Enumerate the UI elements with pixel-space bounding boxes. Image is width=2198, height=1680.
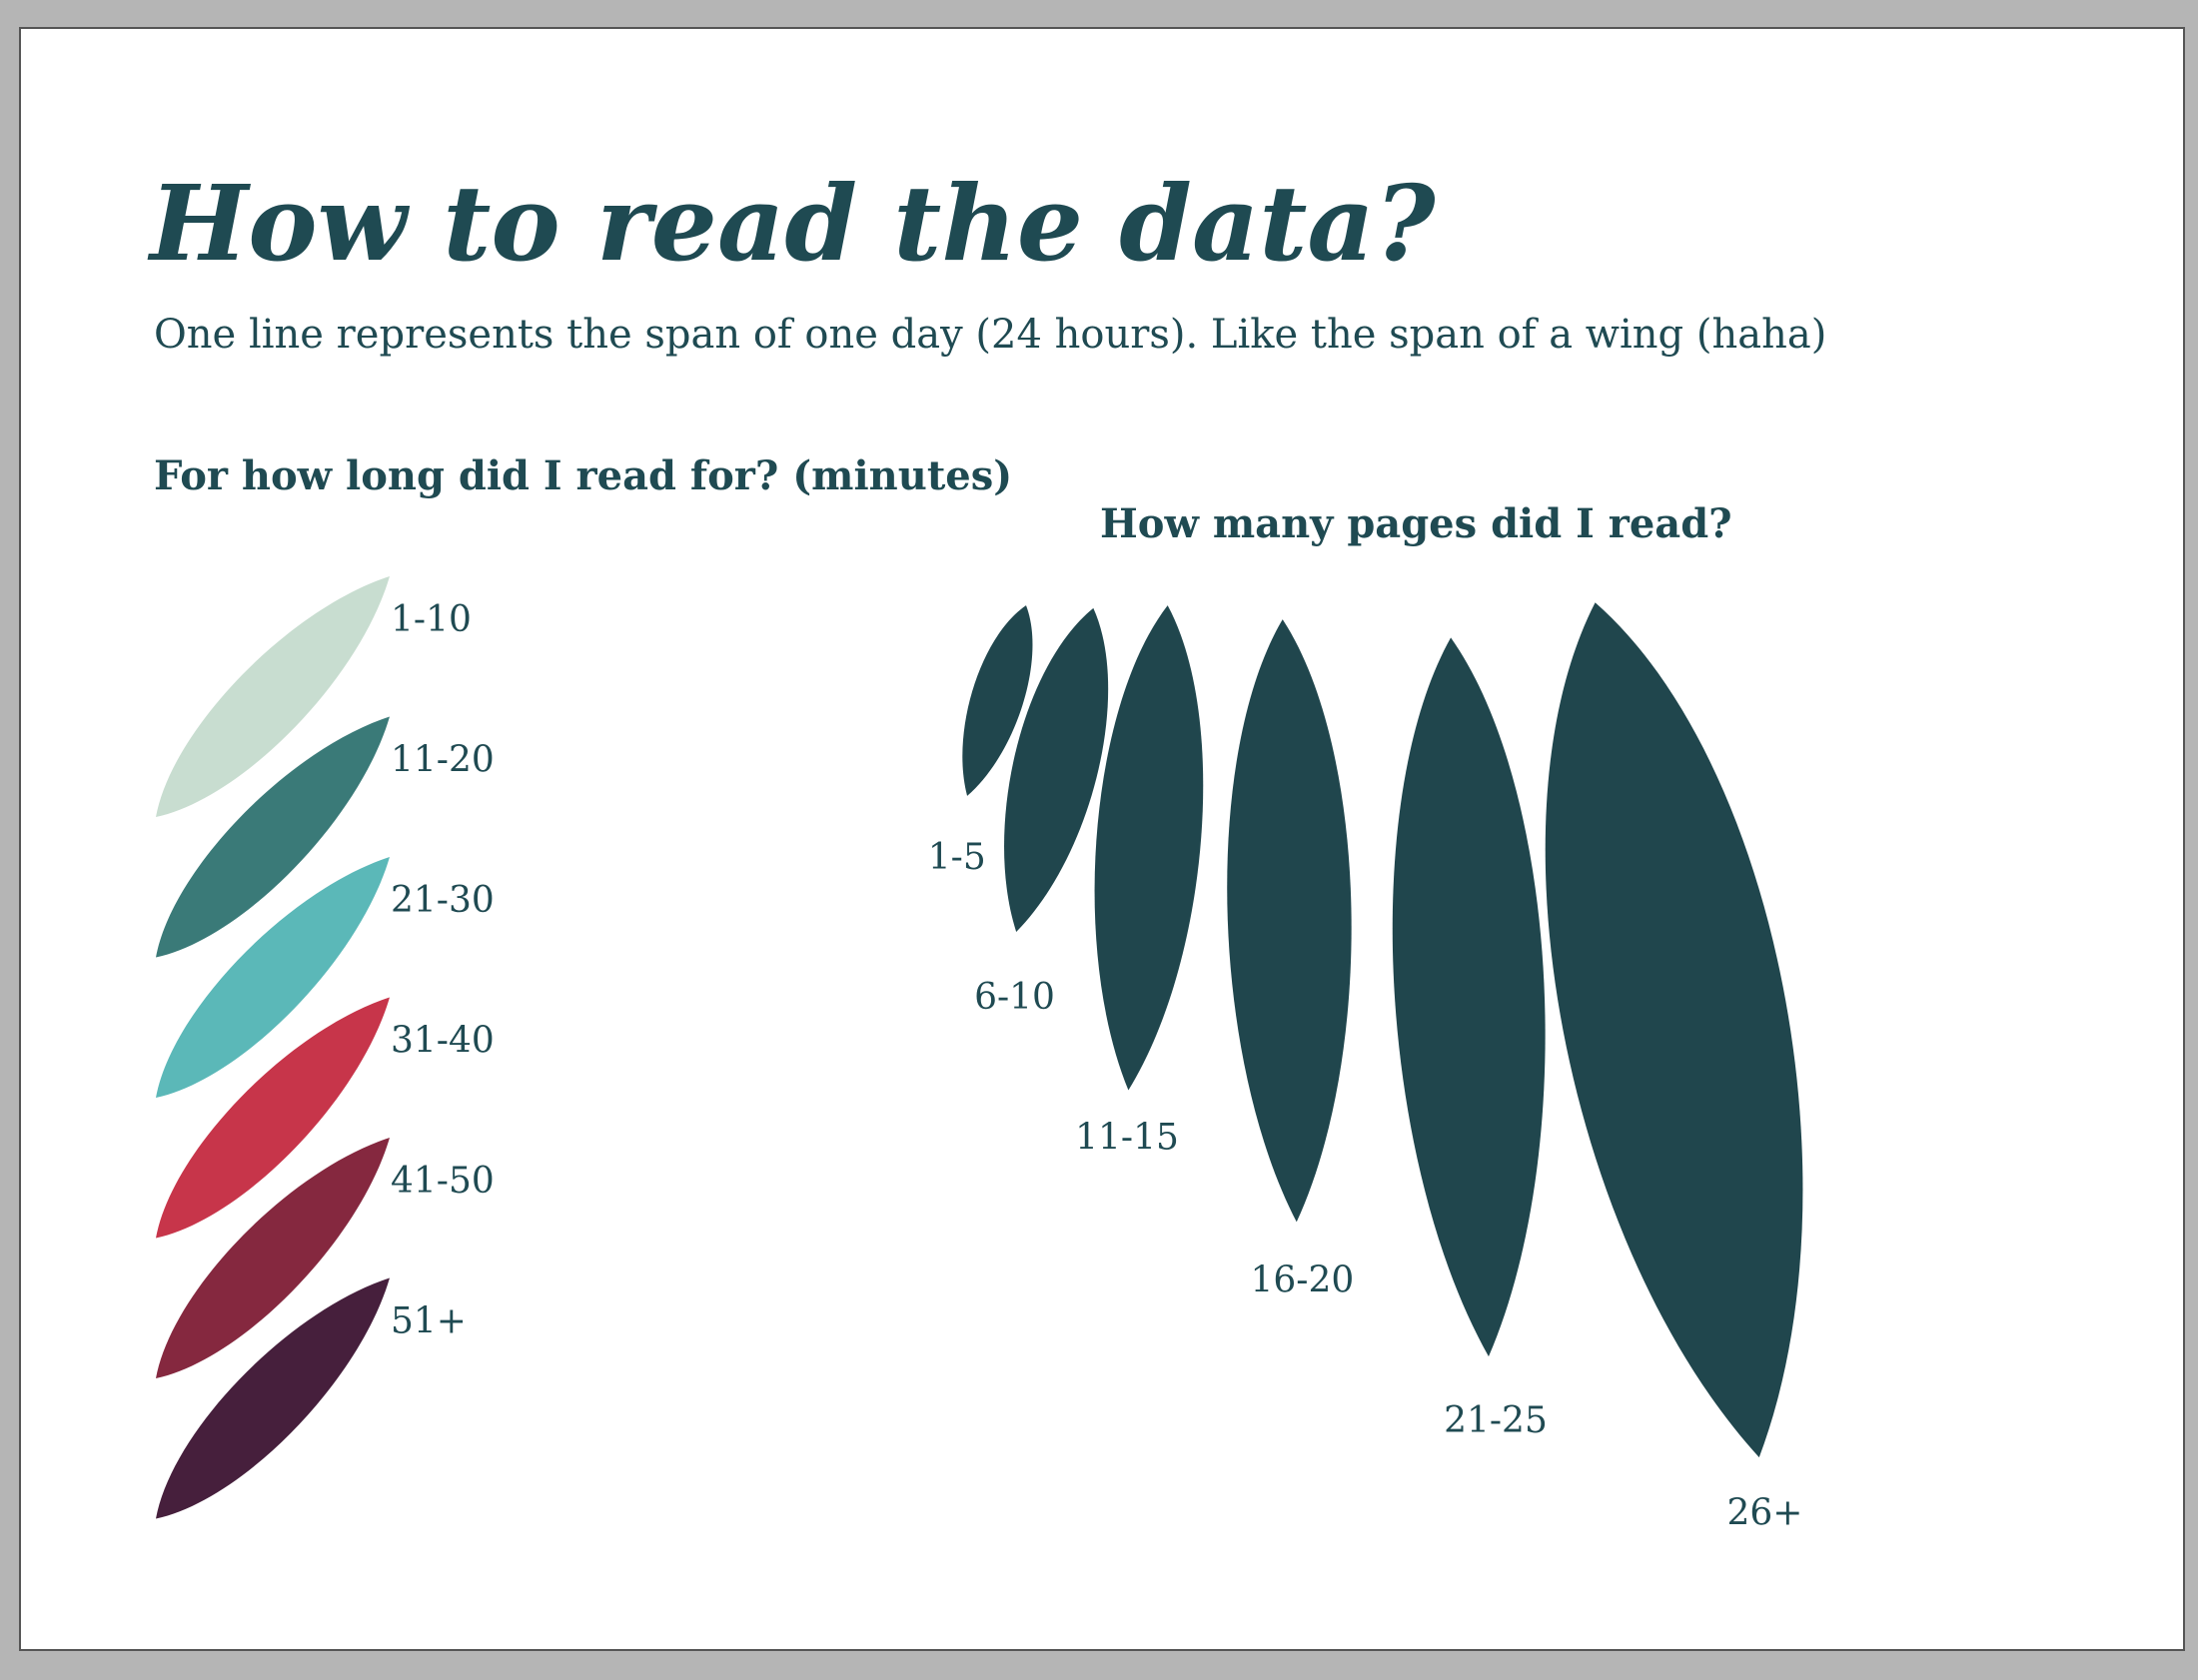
- pages-label: 6-10: [974, 977, 1055, 1018]
- duration-label: 31-40: [391, 1021, 495, 1062]
- subtitle: One line represents the span of one day …: [154, 312, 1826, 358]
- pages-leaf: [1094, 605, 1204, 1091]
- title: How to read the data?: [147, 162, 1437, 285]
- duration-label: 51+: [391, 1301, 467, 1342]
- pages-leaf: [1004, 607, 1109, 932]
- pages-label: 11-15: [1075, 1117, 1179, 1158]
- pages-heading: How many pages did I read?: [1100, 500, 1732, 547]
- duration-leaf: [156, 1138, 390, 1378]
- duration-label: 11-20: [391, 740, 495, 781]
- pages-leaf: [1545, 602, 1803, 1458]
- pages-leaf: [962, 605, 1033, 796]
- pages-leaf: [1392, 637, 1546, 1357]
- duration-leaf: [156, 1277, 390, 1519]
- pages-label: 21-25: [1444, 1400, 1548, 1441]
- pages-leaf: [1227, 619, 1352, 1223]
- duration-leaf: [156, 716, 390, 958]
- duration-leaf: [156, 857, 390, 1098]
- duration-heading: For how long did I read for? (minutes): [154, 452, 1012, 499]
- duration-label: 1-10: [391, 599, 472, 640]
- pages-label: 26+: [1726, 1492, 1802, 1533]
- duration-label: 21-30: [391, 880, 495, 921]
- duration-label: 41-50: [391, 1161, 495, 1202]
- duration-leaf: [156, 576, 390, 817]
- pages-label: 1-5: [928, 837, 986, 878]
- duration-leaf: [156, 997, 390, 1239]
- pages-label: 16-20: [1250, 1260, 1354, 1301]
